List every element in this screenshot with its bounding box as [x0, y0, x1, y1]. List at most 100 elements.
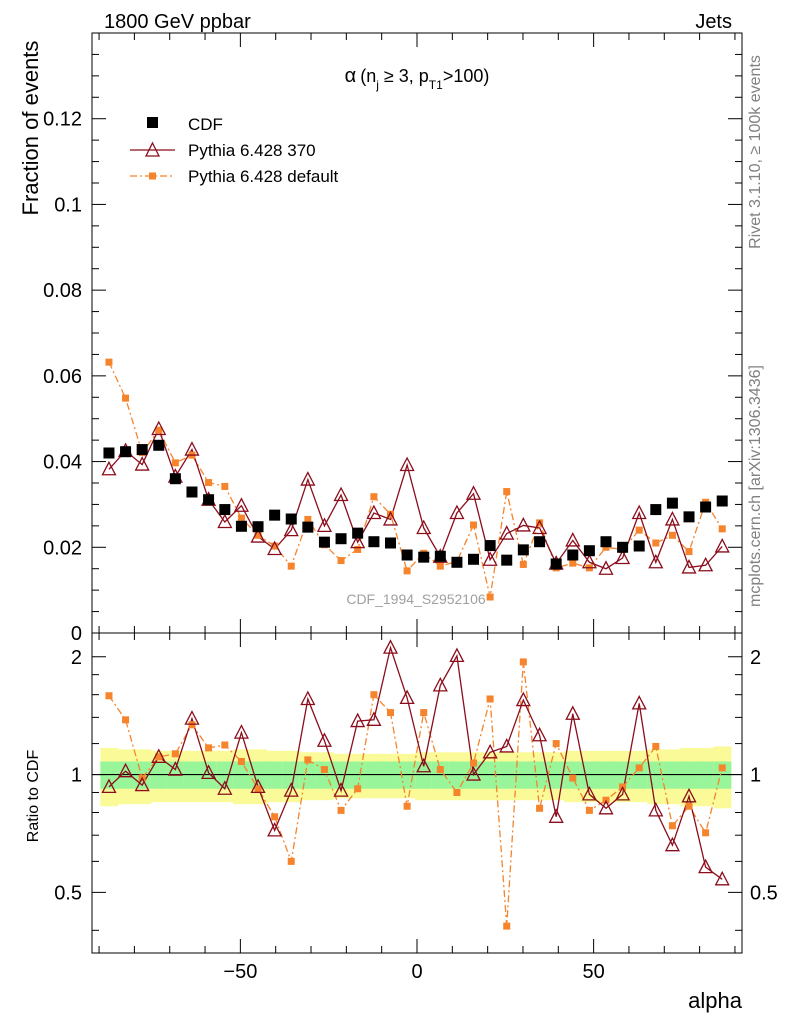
cdf-data-point: [418, 551, 430, 563]
ratio-pythia-default-point: [635, 764, 643, 772]
cdf-data-point: [335, 533, 347, 545]
header-right-label: Jets: [695, 11, 732, 33]
cdf-data-point: [501, 554, 513, 566]
ratio-pythia-default-point: [188, 721, 196, 729]
pythia-default-point: [155, 426, 163, 434]
ratio-pythia-default-point: [354, 785, 362, 793]
ratio-pythia-370-point: [416, 757, 432, 773]
pythia-370-point: [581, 553, 597, 569]
ratio-pythia-370-point: [316, 732, 333, 747]
main-y-tick-label: 0.1: [54, 194, 82, 216]
pythia-370-point: [465, 485, 482, 500]
pythia-default-point: [652, 539, 660, 547]
ratio-pythia-default-point: [254, 785, 262, 793]
ratio-pythia-370-point: [167, 761, 183, 776]
pythia-370-point: [151, 420, 167, 436]
cdf-data-point: [153, 439, 165, 451]
ratio-pythia-default-point: [519, 658, 527, 666]
ratio-pythia-default-point: [320, 766, 328, 774]
pythia-default-point: [569, 559, 577, 567]
pythia-370-point: [300, 471, 316, 486]
x-tick-label: −50: [223, 961, 257, 983]
pythia-370-point: [283, 521, 299, 537]
pythia-default-point: [287, 562, 295, 570]
ratio-y-tick-label-right: 0.5: [750, 882, 778, 904]
pythia-default-point: [337, 557, 345, 565]
pythia-default-point: [254, 531, 262, 539]
ratio-pythia-default-point: [668, 822, 676, 830]
ratio-pythia-default-point: [552, 740, 560, 748]
ratio-pythia-370-point: [184, 710, 200, 725]
cdf-data-point: [352, 527, 364, 539]
ratio-y-tick-label-right: 1: [750, 765, 761, 787]
x-tick-label: 50: [583, 961, 605, 983]
title-symbol: α: [345, 65, 357, 87]
title-open: (n: [360, 66, 376, 86]
ratio-pythia-370-point: [267, 821, 283, 837]
pythia-370-point: [399, 456, 415, 472]
cdf-data-point: [252, 521, 264, 533]
main-y-tick-label: 0.04: [43, 452, 82, 474]
cdf-data-point: [219, 504, 231, 516]
pythia-370-point: [134, 456, 150, 471]
ratio-pythia-370-point: [399, 689, 415, 705]
pythia-default-point: [436, 562, 444, 570]
ratio-pythia-370-point: [134, 776, 150, 792]
cdf-data-point: [235, 520, 247, 532]
x-axis-label: alpha: [688, 988, 743, 1013]
pythia-default-point: [171, 459, 179, 467]
pythia-default-point: [718, 525, 726, 533]
ratio-pythia-370-point: [465, 766, 482, 781]
ratio-pythia-370-point: [366, 711, 382, 726]
ratio-pythia-default-point: [585, 806, 593, 814]
header-left-label: 1800 GeV ppbar: [104, 11, 251, 33]
cdf-data-point: [136, 444, 148, 456]
main-y-tick-label: 0.12: [43, 109, 82, 131]
pythia-default-point: [205, 479, 213, 487]
legend-p370-label: Pythia 6.428 370: [188, 141, 316, 160]
pythia-default-point: [304, 515, 312, 523]
cdf-data-point: [666, 497, 678, 509]
ratio-pythia-default-point: [337, 806, 345, 814]
ratio-pythia-370-point: [300, 690, 316, 706]
title-mid: ≥ 3, p: [379, 66, 429, 86]
main-y-tick-label: 0.08: [43, 280, 82, 302]
pythia-default-point: [486, 593, 494, 601]
cdf-data-point: [385, 537, 397, 549]
analysis-watermark: CDF_1994_S2952106: [346, 591, 486, 607]
ratio-pythia-370-point: [151, 748, 167, 763]
ratio-pythia-370-point: [615, 785, 631, 801]
ratio-pythia-default-point: [652, 742, 660, 750]
pythia-default-point: [470, 521, 478, 529]
ratio-pythia-default-point: [205, 744, 213, 752]
cdf-data-point: [451, 556, 463, 568]
ratio-pythia-370-point: [117, 762, 134, 778]
rivet-side-label: Rivet 3.1.10, ≥ 100k events: [747, 55, 764, 249]
pythia-default-point: [122, 394, 130, 402]
pythia-370-point: [316, 517, 333, 533]
plot-title: α (nj ≥ 3, pT1>100): [345, 65, 490, 92]
ratio-pythia-default-point: [503, 922, 511, 930]
pythia-default-point: [536, 519, 544, 527]
legend-pdef-marker: [149, 172, 156, 180]
title-close: >100): [443, 66, 490, 86]
ratio-pythia-default-point: [569, 774, 577, 782]
cdf-data-point: [401, 549, 413, 561]
ratio-pythia-default-point: [105, 692, 113, 700]
pythia-default-point: [668, 531, 676, 539]
legend-p370-marker: [144, 141, 161, 157]
pythia-370-point: [698, 556, 714, 572]
ratio-pythia-370-point: [382, 639, 399, 654]
ratio-pythia-default-point: [486, 695, 494, 703]
ratio-pythia-370-point: [217, 780, 233, 795]
pythia-370-point: [350, 533, 366, 549]
ratio-pythia-default-point: [122, 716, 130, 724]
cdf-data-point: [120, 446, 132, 458]
cdf-data-point: [186, 486, 198, 498]
ratio-pythia-370-point: [515, 691, 531, 707]
ratio-pythia-default-point: [420, 709, 428, 717]
ratio-pythia-370-point: [631, 694, 647, 710]
cdf-data-point: [103, 447, 115, 459]
ratio-pythia-370-point: [565, 705, 581, 720]
